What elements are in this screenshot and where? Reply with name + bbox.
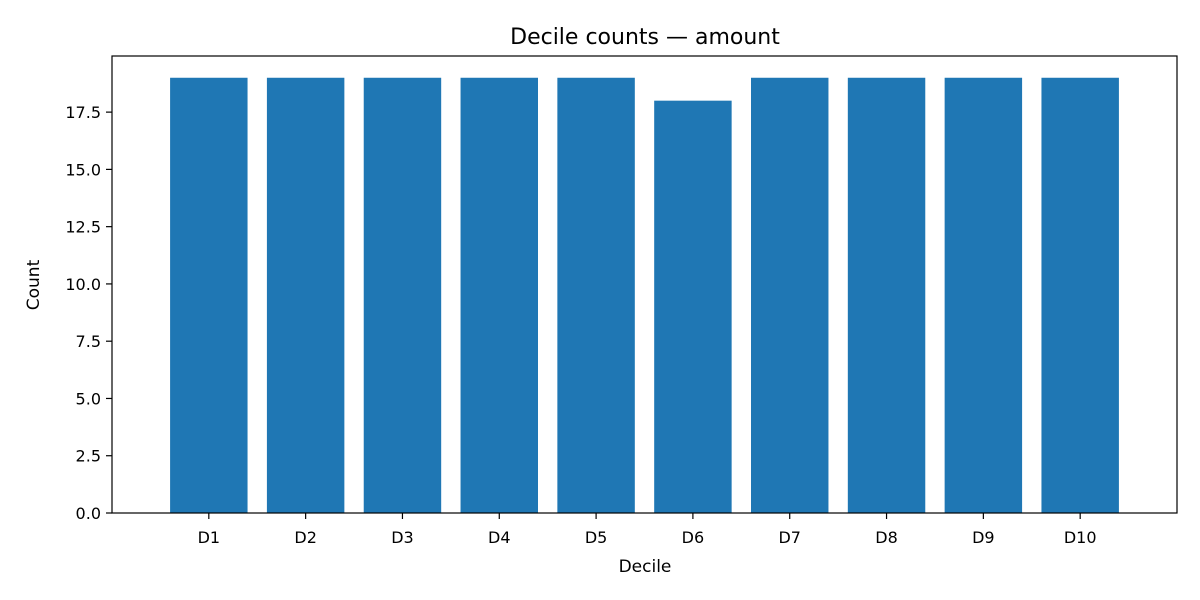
x-tick-label: D9 (972, 528, 995, 547)
y-tick-label: 7.5 (76, 332, 101, 351)
x-tick-label: D8 (875, 528, 898, 547)
y-tick-label: 5.0 (76, 389, 101, 408)
x-tick-label: D10 (1064, 528, 1097, 547)
x-tick-label: D2 (294, 528, 317, 547)
x-axis-ticks: D1 D2 D3 D4 D5 D6 D7 D8 D9 D10 (198, 513, 1097, 547)
y-tick-label: 17.5 (65, 103, 101, 122)
y-tick-label: 12.5 (65, 218, 101, 237)
bar-d7 (751, 77, 829, 513)
y-tick-label: 15.0 (65, 160, 101, 179)
x-tick-label: D6 (682, 528, 705, 547)
y-tick-label: 10.0 (65, 275, 101, 294)
y-axis-label: Count (24, 259, 44, 310)
bar-d5 (557, 77, 635, 513)
bar-d6 (654, 100, 732, 513)
x-tick-label: D3 (391, 528, 414, 547)
y-tick-label: 0.0 (76, 504, 101, 523)
bar-d9 (944, 77, 1023, 513)
bar-d10 (1041, 77, 1119, 513)
bar-d3 (363, 77, 442, 513)
x-tick-label: D5 (585, 528, 608, 547)
chart-title: Decile counts — amount (510, 25, 780, 50)
plot-frame (111, 55, 1178, 514)
x-tick-label: D4 (488, 528, 511, 547)
bars-group (170, 77, 1119, 513)
bar-d1 (170, 77, 248, 513)
y-tick-label: 2.5 (76, 447, 101, 466)
x-axis-label: Decile (619, 557, 672, 577)
x-tick-label: D7 (778, 528, 801, 547)
bar-d8 (847, 77, 926, 513)
bar-d4 (460, 77, 538, 513)
bar-d2 (266, 77, 345, 513)
x-tick-label: D1 (198, 528, 221, 547)
y-axis-ticks: 0.0 2.5 5.0 7.5 10.0 12.5 15.0 17.5 (65, 103, 112, 523)
